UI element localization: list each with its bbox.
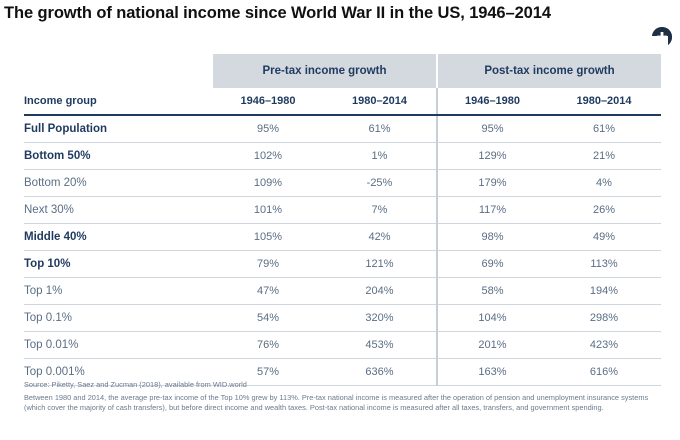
cell-value: 4% <box>547 169 661 197</box>
table-row: Top 0.01% 76% 453% 201% 423% <box>24 331 661 359</box>
table-row: Top 1% 47% 204% 58% 194% <box>24 277 661 305</box>
row-label: Next 30% <box>24 196 213 224</box>
cell-value: 298% <box>547 304 661 332</box>
income-growth-table: Pre-tax income growth Post-tax income gr… <box>24 54 661 386</box>
column-header-posttax-1980: 1980–2014 <box>547 88 661 116</box>
cell-value: 42% <box>323 223 437 251</box>
cell-value: 194% <box>547 277 661 305</box>
cell-value: 58% <box>436 277 547 305</box>
table-row: Next 30% 101% 7% 117% 26% <box>24 196 661 224</box>
table-row: Top 10% 79% 121% 69% 113% <box>24 250 661 278</box>
cell-value: 105% <box>213 223 323 251</box>
row-label: Bottom 20% <box>24 169 213 197</box>
column-header-pretax-1946: 1946–1980 <box>213 88 323 116</box>
cell-value: 69% <box>436 250 547 278</box>
footnote: Between 1980 and 2014, the average pre-t… <box>24 393 649 412</box>
cell-value: 101% <box>213 196 323 224</box>
table-row: Top 0.001% 57% 636% 163% 616% <box>24 358 661 386</box>
row-label: Bottom 50% <box>24 142 213 170</box>
column-header-posttax-1946: 1946–1980 <box>436 88 547 116</box>
cell-value: 21% <box>547 142 661 170</box>
cell-value: -25% <box>323 169 437 197</box>
cell-value: 109% <box>213 169 323 197</box>
header-blank <box>24 54 213 88</box>
row-label: Top 1% <box>24 277 213 305</box>
page-title: The growth of national income since Worl… <box>4 4 551 22</box>
cell-value: 7% <box>323 196 437 224</box>
cell-value: 121% <box>323 250 437 278</box>
table-panel: Pre-tax income growth Post-tax income gr… <box>4 36 668 438</box>
cell-value: 636% <box>323 358 437 386</box>
cell-value: 179% <box>436 169 547 197</box>
cell-value: 201% <box>436 331 547 359</box>
row-label: Top 10% <box>24 250 213 278</box>
cell-value: 76% <box>213 331 323 359</box>
cell-value: 61% <box>323 115 437 143</box>
source-note: Source: Piketty, Saez and Zucman (2018),… <box>24 380 247 389</box>
cell-value: 47% <box>213 277 323 305</box>
group-header-posttax: Post-tax income growth <box>436 54 661 88</box>
column-header-income-group: Income group <box>24 88 213 116</box>
cell-value: 453% <box>323 331 437 359</box>
cell-value: 204% <box>323 277 437 305</box>
cell-value: 102% <box>213 142 323 170</box>
row-label: Top 0.1% <box>24 304 213 332</box>
row-label: Top 0.001% <box>24 358 213 386</box>
cell-value: 616% <box>547 358 661 386</box>
row-label: Top 0.01% <box>24 331 213 359</box>
table-row: Top 0.1% 54% 320% 104% 298% <box>24 304 661 332</box>
cell-value: 49% <box>547 223 661 251</box>
cell-value: 320% <box>323 304 437 332</box>
cell-value: 129% <box>436 142 547 170</box>
group-header-pretax: Pre-tax income growth <box>213 54 437 88</box>
table-row: Bottom 50% 102% 1% 129% 21% <box>24 142 661 170</box>
cell-value: 95% <box>436 115 547 143</box>
column-header-pretax-1980: 1980–2014 <box>323 88 437 116</box>
cell-value: 61% <box>547 115 661 143</box>
cell-value: 54% <box>213 304 323 332</box>
cell-value: 104% <box>436 304 547 332</box>
cell-value: 163% <box>436 358 547 386</box>
cell-value: 95% <box>213 115 323 143</box>
cell-value: 26% <box>547 196 661 224</box>
cell-value: 117% <box>436 196 547 224</box>
cell-value: 98% <box>436 223 547 251</box>
row-label: Full Population <box>24 115 213 143</box>
row-label: Middle 40% <box>24 223 213 251</box>
table-row: Full Population 95% 61% 95% 61% <box>24 115 661 143</box>
cell-value: 423% <box>547 331 661 359</box>
cell-value: 79% <box>213 250 323 278</box>
cell-value: 57% <box>213 358 323 386</box>
table-row: Middle 40% 105% 42% 98% 49% <box>24 223 661 251</box>
cell-value: 1% <box>323 142 437 170</box>
cell-value: 113% <box>547 250 661 278</box>
table-row: Bottom 20% 109% -25% 179% 4% <box>24 169 661 197</box>
